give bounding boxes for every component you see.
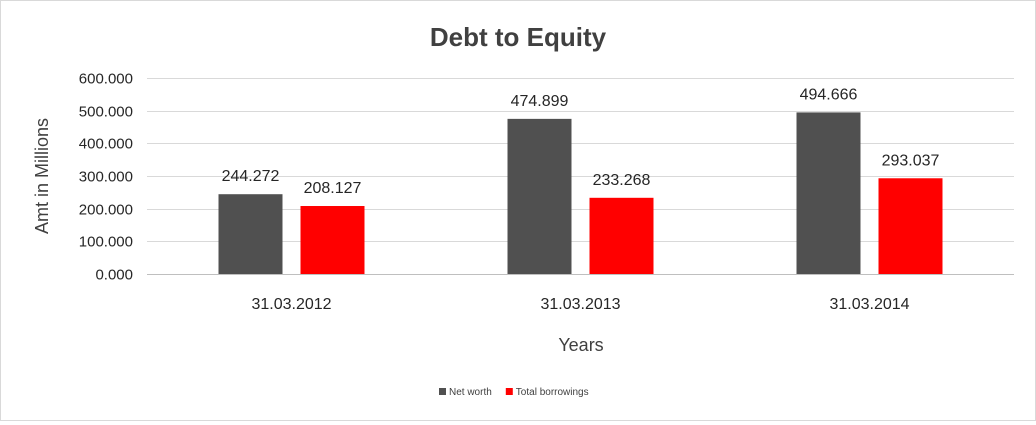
y-tick-label: 200.000 [79,202,133,219]
bar [507,118,572,274]
y-tick-label: 600.000 [79,71,133,88]
bar [878,178,943,274]
chart-title: Debt to Equity [430,22,607,52]
data-label: 244.272 [222,168,280,185]
bar [589,197,654,274]
legend: Net worth Total borrowings [439,387,589,398]
data-labels: 244.272 208.127 474.899 233.268 494.666 293.0… [222,86,940,197]
y-tick-label: 0.000 [95,267,133,284]
x-axis-title: Years [558,335,603,355]
data-label: 293.037 [882,152,940,169]
data-label: 474.899 [511,93,569,110]
legend-swatch [505,388,513,395]
data-label: 233.268 [593,172,651,189]
bars [218,112,943,274]
y-tick-label: 100.000 [79,234,133,251]
bar [218,194,283,274]
y-tick-label: 500.000 [79,104,133,121]
legend-swatch [439,388,446,395]
x-tick-label: 31.03.2014 [829,296,909,313]
data-label: 494.666 [800,86,858,103]
gridlines [147,78,1014,275]
bar [300,206,365,274]
x-tick-label: 31.03.2013 [540,296,620,313]
y-tick-label: 300.000 [79,169,133,186]
legend-label: Total borrowings [516,387,589,398]
x-tick-label: 31.03.2012 [251,296,331,313]
y-axis-tick-labels: 0.000 100.000 200.000 300.000 400.000 500.000… [79,71,133,284]
bar [796,112,861,274]
y-tick-label: 400.000 [79,136,133,153]
data-label: 208.127 [304,180,362,197]
x-axis-category-labels: 31.03.2012 31.03.2013 31.03.2014 [251,296,909,313]
y-axis-title: Amt in Millions [32,118,52,234]
legend-label: Net worth [449,387,492,398]
